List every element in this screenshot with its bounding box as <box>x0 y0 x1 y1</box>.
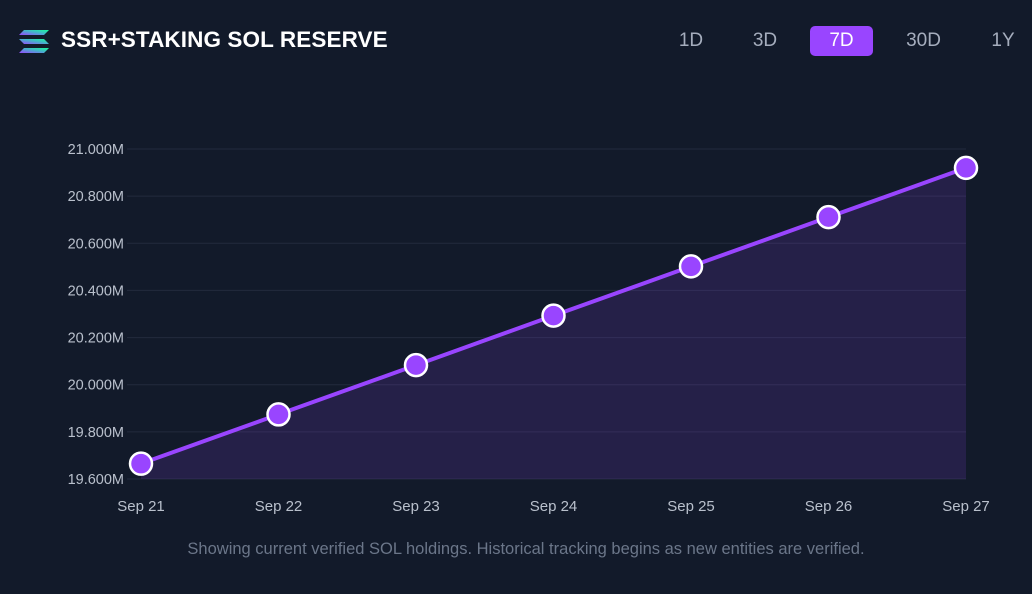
range-button-7d[interactable]: 7D <box>810 26 873 56</box>
data-point[interactable] <box>953 155 979 181</box>
x-tick-label: Sep 22 <box>255 498 303 515</box>
x-axis: Sep 21 Sep 22 Sep 23 Sep 24 Sep 25 Sep 26 Sep … <box>117 498 990 515</box>
data-point[interactable] <box>403 352 429 378</box>
chart-grid <box>127 148 966 480</box>
range-button-1y[interactable]: 1Y <box>991 30 1015 51</box>
y-tick-label: 20.800M <box>68 189 124 205</box>
x-tick-label: Sep 27 <box>942 498 990 515</box>
x-tick-label: Sep 26 <box>805 498 853 515</box>
time-range-selector: 1D 3D 7D 30D 1Y <box>0 26 1032 56</box>
x-tick-label: Sep 24 <box>530 498 578 515</box>
chart-header: SSR+STAKING SOL RESERVE <box>0 0 1032 84</box>
data-points <box>128 155 979 476</box>
data-point[interactable] <box>816 204 841 230</box>
chart-footnote: Showing current verified SOL holdings. H… <box>187 540 865 558</box>
range-button-3d[interactable]: 3D <box>752 30 778 51</box>
y-tick-label: 20.600M <box>68 236 124 252</box>
y-tick-label: 19.800M <box>68 425 124 441</box>
y-tick-label: 21.000M <box>68 142 124 158</box>
data-point[interactable] <box>128 451 154 476</box>
x-tick-label: Sep 23 <box>392 498 440 515</box>
x-tick-label: Sep 21 <box>117 498 165 515</box>
y-tick-label: 20.200M <box>68 331 124 347</box>
page-title: SSR+STAKING SOL RESERVE <box>61 27 388 52</box>
range-button-30d[interactable]: 30D <box>906 30 941 51</box>
y-tick-label: 20.000M <box>68 378 124 394</box>
x-tick-label: Sep 25 <box>667 498 715 515</box>
solana-logo-icon <box>19 30 49 53</box>
y-tick-label: 19.600M <box>68 472 124 488</box>
range-button-1d[interactable]: 1D <box>678 30 704 51</box>
data-point[interactable] <box>541 303 566 328</box>
data-point[interactable] <box>266 402 291 427</box>
y-axis: 19.600M 19.800M 20.000M 20.200M 20.400M 20.60… <box>68 142 124 488</box>
data-point[interactable] <box>678 254 704 279</box>
y-tick-label: 20.400M <box>68 283 124 299</box>
